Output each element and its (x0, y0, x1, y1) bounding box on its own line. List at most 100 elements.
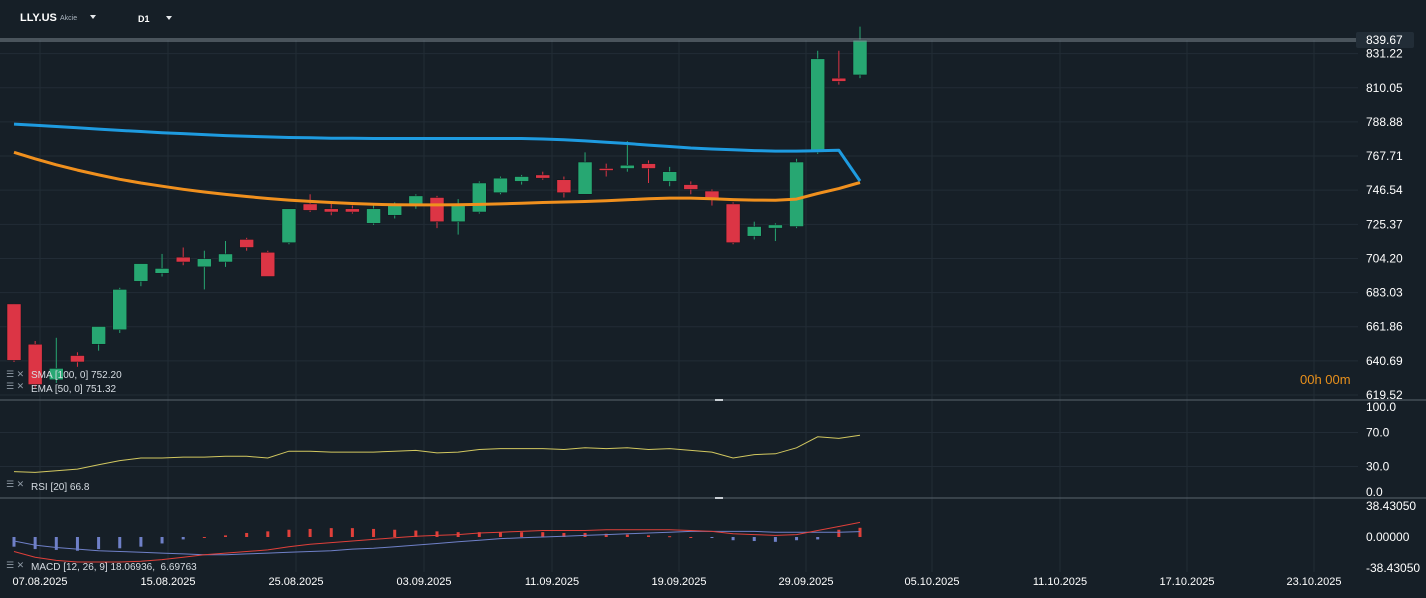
candle-body (789, 161, 804, 227)
candle-body (91, 326, 106, 345)
symbol-label[interactable]: LLY.US (20, 12, 57, 24)
y-tick-label: 767.71 (1366, 149, 1403, 163)
rsi-pane[interactable] (13, 434, 861, 473)
rsi-legend-value: 66.8 (69, 482, 90, 493)
macd-histogram-bar (160, 537, 164, 544)
macd-histogram-bar (54, 537, 58, 550)
candle-timer: 00h 00m (1300, 372, 1351, 387)
candle-body (324, 208, 339, 213)
macd-histogram-bar (266, 531, 270, 537)
candle-body (535, 174, 550, 179)
macd-histogram-bar (245, 532, 249, 537)
macd-histogram-bar (837, 529, 841, 537)
macd-histogram-bar (97, 537, 101, 550)
timeframe-label[interactable]: D1 (138, 14, 150, 24)
macd-histogram-bar (689, 537, 693, 538)
macd-histogram-bar (668, 536, 672, 538)
x-tick-label: 23.10.2025 (1286, 576, 1341, 588)
candle-body (852, 39, 868, 76)
y-tick-label: 640.69 (1366, 354, 1403, 368)
y-tick-label: 619.52 (1366, 388, 1403, 402)
macd-histogram-bar (118, 537, 122, 549)
y-tick-label: 746.54 (1366, 183, 1403, 197)
macd-histogram-bar (308, 528, 312, 537)
sma-settings-icon[interactable]: ☰ ✕ (6, 369, 25, 379)
macd-signal-line (13, 530, 861, 556)
macd-legend-main: 18.06936 (110, 562, 153, 573)
rsi-tick-label: 30.0 (1366, 460, 1390, 474)
macd-histogram-bar (816, 537, 820, 540)
candle-body (662, 171, 677, 182)
macd-histogram-bar (541, 532, 545, 537)
macd-histogram-bar (773, 537, 777, 542)
x-tick-label: 03.09.2025 (396, 576, 451, 588)
x-tick-label: 15.08.2025 (140, 576, 195, 588)
macd-histogram-bar (498, 532, 502, 537)
candle-body (345, 208, 360, 213)
macd-histogram-bar (435, 531, 439, 537)
candle-body (218, 253, 233, 263)
sma-legend-label: SMA [100, 0] (31, 370, 89, 381)
y-tick-label: 810.05 (1366, 81, 1403, 95)
candle-body (620, 164, 635, 169)
x-tick-label: 05.10.2025 (904, 576, 959, 588)
candle-body (472, 182, 487, 213)
sma-line (13, 122, 862, 182)
macd-histogram-bar (75, 537, 79, 551)
candle-body (577, 161, 593, 195)
price-pane[interactable] (6, 26, 868, 388)
y-tick-label: 831.22 (1366, 47, 1403, 61)
candle-body (112, 289, 127, 330)
candle-body (49, 368, 64, 380)
ema-legend-label: EMA [50, 0] (31, 384, 83, 395)
candle-body (197, 258, 212, 268)
current-price-box (1356, 32, 1414, 48)
macd-histogram-bar (12, 537, 16, 547)
y-tick-label: 839.67 (1366, 33, 1403, 47)
macd-histogram-bar (181, 537, 185, 540)
macd-histogram-bar (562, 532, 566, 537)
macd-tick-label: -38.43050 (1366, 561, 1420, 575)
ema-line (13, 150, 861, 207)
pane-resize-handle (715, 399, 723, 401)
macd-histogram-bar (33, 537, 37, 550)
macd-histogram-bar (625, 534, 629, 537)
x-tick-label: 07.08.2025 (12, 576, 67, 588)
macd-settings-icon[interactable]: ☰ ✕ (6, 560, 25, 570)
candle-body (281, 208, 297, 243)
rsi-settings-icon[interactable]: ☰ ✕ (6, 479, 25, 489)
candle-body (450, 205, 466, 222)
candle-body (70, 355, 85, 363)
macd-histogram-bar (858, 527, 862, 537)
candle-body (556, 179, 572, 193)
timeframe-dropdown-icon[interactable] (166, 16, 172, 20)
macd-histogram-bar (752, 537, 756, 542)
ema-settings-icon[interactable]: ☰ ✕ (6, 381, 25, 391)
macd-histogram-bar (731, 537, 735, 541)
candle-body (302, 203, 318, 211)
x-tick-label: 11.10.2025 (1033, 576, 1087, 588)
sma-legend: SMA [100, 0] 752.20 (31, 370, 122, 381)
ema-legend: EMA [50, 0] 751.32 (31, 384, 116, 395)
rsi-line (13, 434, 861, 473)
candle-body (641, 163, 656, 169)
candle-body (133, 263, 149, 282)
candle-body (154, 268, 170, 274)
y-tick-label: 788.88 (1366, 115, 1403, 129)
macd-histogram-bar (202, 537, 206, 538)
macd-tick-label: 0.00000 (1366, 530, 1410, 544)
rsi-legend: RSI [20] 66.8 (31, 482, 89, 493)
macd-pane[interactable] (12, 521, 862, 563)
macd-histogram-bar (329, 528, 333, 537)
macd-histogram-bar (414, 530, 418, 537)
candle-body (239, 239, 254, 248)
candle-body (683, 184, 699, 190)
symbol-type-label: Akcie (60, 15, 78, 22)
candle-body (429, 197, 445, 222)
grid (0, 40, 1426, 572)
candle-body (514, 176, 529, 182)
symbol-dropdown-icon[interactable] (90, 15, 96, 19)
candle-body (6, 303, 22, 361)
x-tick-label: 25.08.2025 (268, 576, 323, 588)
